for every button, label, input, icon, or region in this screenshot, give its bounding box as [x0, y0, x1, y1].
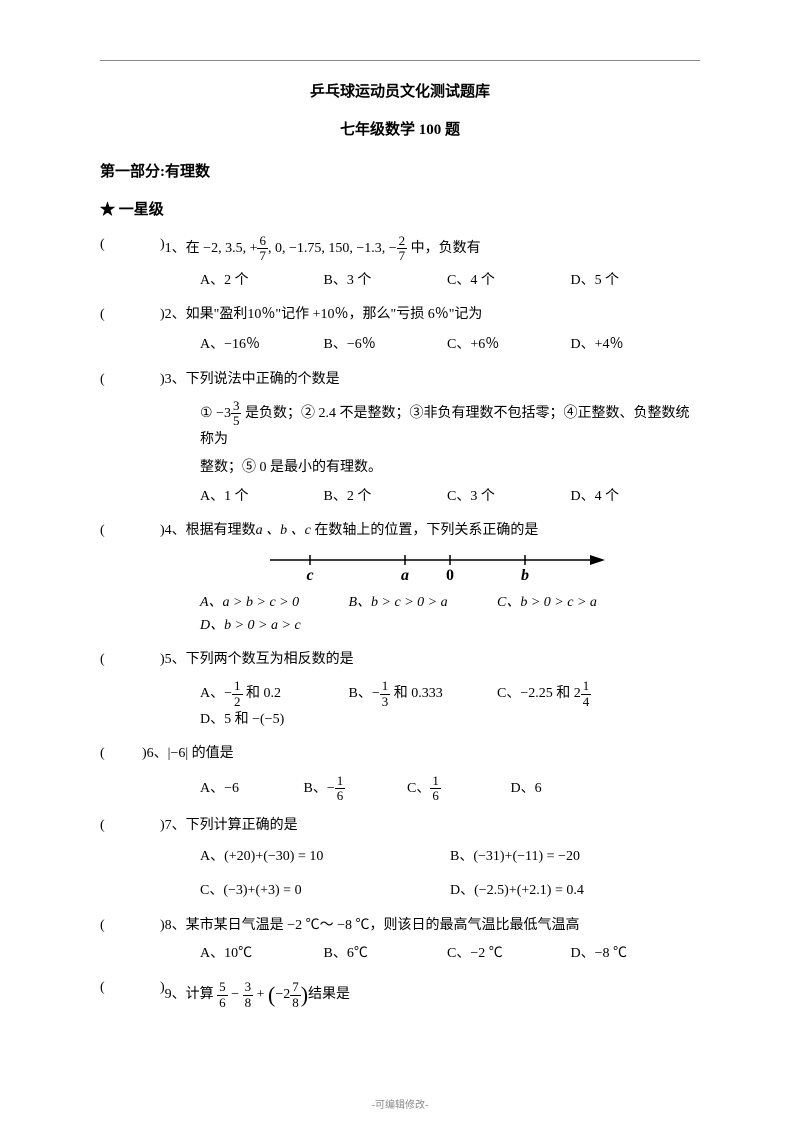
options-row: A、−16％ B、−6％ C、+6％ D、+4％: [200, 334, 700, 356]
question-text: 8、某市某日气温是 −2 ℃～ −8 ℃，则该日的最高气温比最低气温高: [165, 915, 700, 937]
answer-paren: (: [100, 649, 160, 671]
fraction: 38: [243, 980, 254, 1010]
answer-paren: (: [100, 234, 160, 256]
question-sub2: 整数；⑤ 0 是最小的有理数。: [200, 457, 700, 479]
option-c: C、+6％: [447, 334, 567, 356]
option-b: B、−6％: [324, 334, 444, 356]
option-b: B、(−31)+(−11) = −20: [450, 846, 700, 868]
right-paren-icon: ): [301, 982, 308, 1007]
question-text: 3、下列说法中正确的个数是: [165, 369, 700, 391]
question-sub: ① −335 是负数；② 2.4 不是整数；③非负有理数不包括零；④正整数、负整…: [200, 399, 700, 451]
option-c: C、16: [407, 774, 507, 804]
option-d: D、5 个: [571, 270, 691, 292]
numline-label-a: a: [401, 567, 409, 584]
option-a: A、−12 和 0.2: [200, 679, 345, 709]
page-title: 乒乓球运动员文化测试题库: [100, 80, 700, 104]
question-6: () 6、|−6| 的值是: [100, 743, 700, 765]
question-4: () 4、根据有理数a 、b 、c 在数轴上的位置，下列关系正确的是: [100, 520, 700, 542]
answer-paren: (: [100, 520, 160, 542]
numline-label-0: 0: [446, 567, 454, 584]
option-d: D、4 个: [571, 486, 691, 508]
answer-paren: (: [100, 815, 160, 837]
fraction: 56: [217, 980, 228, 1010]
section-heading: 第一部分:有理数: [100, 160, 700, 184]
answer-paren: (: [100, 743, 142, 765]
option-c: C、4 个: [447, 270, 567, 292]
question-text: 6、|−6| 的值是: [147, 743, 700, 765]
question-text: 9、计算 56 − 38 + (−278)结果是: [165, 977, 700, 1012]
option-c: C、(−3)+(+3) = 0: [200, 880, 450, 902]
option-d: D、(−2.5)+(+2.1) = 0.4: [450, 880, 700, 902]
question-7: () 7、下列计算正确的是: [100, 815, 700, 837]
option-b: B、6℃: [324, 943, 444, 965]
option-a: A、1 个: [200, 486, 320, 508]
options-row-2: C、(−3)+(+3) = 0 D、(−2.5)+(+2.1) = 0.4: [200, 880, 700, 902]
options-row: A、a > b > c > 0 B、b > c > 0 > a C、b > 0 …: [200, 592, 700, 637]
number-line-diagram: c a 0 b: [270, 548, 700, 584]
option-a: A、10℃: [200, 943, 320, 965]
option-b: B、−13 和 0.333: [349, 679, 494, 709]
answer-paren: (: [100, 369, 160, 391]
option-c: C、3 个: [447, 486, 567, 508]
option-d: D、+4％: [571, 334, 691, 356]
answer-paren: (: [100, 304, 160, 326]
answer-paren: (: [100, 915, 160, 937]
question-text: 2、如果"盈利10％"记作 +10％，那么"亏损 6％"记为: [165, 304, 700, 326]
option-b: B、b > c > 0 > a: [349, 592, 494, 614]
option-b: B、−16: [304, 774, 404, 804]
options-row: A、2 个 B、3 个 C、4 个 D、5 个: [200, 270, 700, 292]
question-text: 4、根据有理数a 、b 、c 在数轴上的位置，下列关系正确的是: [165, 520, 700, 542]
option-c: C、−2 ℃: [447, 943, 567, 965]
options-row-1: A、(+20)+(−30) = 10 B、(−31)+(−11) = −20: [200, 846, 700, 868]
question-5: () 5、下列两个数互为相反数的是: [100, 649, 700, 671]
answer-paren: (: [100, 977, 160, 999]
star-level: ★ 一星级: [100, 198, 700, 222]
option-d: D、6: [511, 778, 611, 800]
fraction: 35: [231, 399, 242, 429]
option-a: A、a > b > c > 0: [200, 592, 345, 614]
option-d: D、5 和 −(−5): [200, 709, 345, 731]
option-c: C、−2.25 和 214: [497, 679, 642, 709]
options-row: A、1 个 B、2 个 C、3 个 D、4 个: [200, 486, 700, 508]
option-b: B、2 个: [324, 486, 444, 508]
page-footer: -可编辑修改-: [0, 1098, 800, 1114]
option-a: A、(+20)+(−30) = 10: [200, 846, 450, 868]
numline-label-b: b: [521, 567, 529, 584]
numline-label-c: c: [306, 567, 313, 584]
page-subtitle: 七年级数学 100 题: [100, 118, 700, 142]
fraction: 78: [290, 980, 301, 1010]
question-2: () 2、如果"盈利10％"记作 +10％，那么"亏损 6％"记为: [100, 304, 700, 326]
option-a: A、−16％: [200, 334, 320, 356]
option-c: C、b > 0 > c > a: [497, 592, 642, 614]
question-1: () 1、在 −2, 3.5, +67, 0, −1.75, 150, −1.3…: [100, 234, 700, 264]
option-a: A、2 个: [200, 270, 320, 292]
question-8: () 8、某市某日气温是 −2 ℃～ −8 ℃，则该日的最高气温比最低气温高: [100, 915, 700, 937]
question-text: 7、下列计算正确的是: [165, 815, 700, 837]
option-d: D、−8 ℃: [571, 943, 691, 965]
option-d: D、b > 0 > a > c: [200, 615, 345, 637]
options-row: A、10℃ B、6℃ C、−2 ℃ D、−8 ℃: [200, 943, 700, 965]
question-text: 5、下列两个数互为相反数的是: [165, 649, 700, 671]
options-row: A、−6 B、−16 C、16 D、6: [200, 774, 700, 804]
fraction: 67: [257, 234, 268, 264]
option-a: A、−6: [200, 778, 300, 800]
question-text: 1、在 −2, 3.5, +67, 0, −1.75, 150, −1.3, −…: [165, 234, 700, 264]
options-row: A、−12 和 0.2 B、−13 和 0.333 C、−2.25 和 214 …: [200, 679, 700, 731]
question-3: () 3、下列说法中正确的个数是: [100, 369, 700, 391]
option-b: B、3 个: [324, 270, 444, 292]
fraction: 27: [397, 234, 408, 264]
top-rule: [100, 60, 700, 61]
question-9: () 9、计算 56 − 38 + (−278)结果是: [100, 977, 700, 1012]
